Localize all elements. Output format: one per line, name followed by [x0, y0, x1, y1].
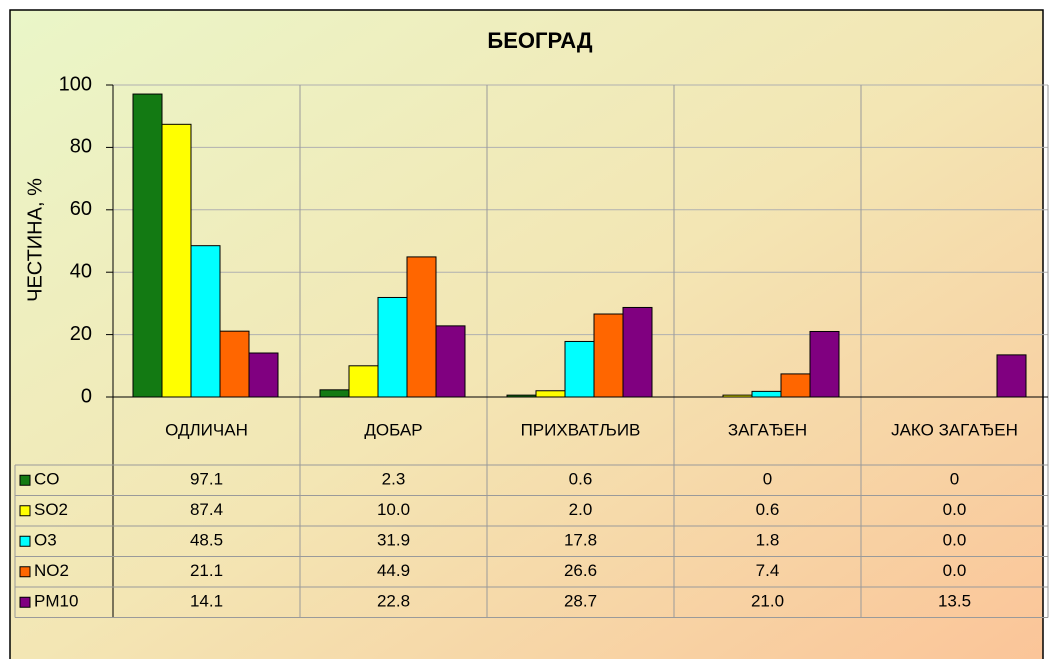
bar	[996, 354, 1027, 398]
table-cell: 0.0	[943, 500, 967, 519]
y-tick-label: 80	[70, 136, 92, 158]
legend-label: O3	[34, 531, 57, 550]
table-cell: 13.5	[938, 592, 971, 611]
table-cell: 2.3	[382, 470, 406, 489]
table-cell: 21.1	[190, 561, 223, 580]
table-cell: 17.8	[564, 531, 597, 550]
table-cell: 2.0	[569, 500, 593, 519]
legend-swatch	[19, 474, 31, 486]
legend-swatch	[19, 566, 31, 578]
bar	[780, 373, 811, 398]
y-tick-label: 40	[70, 260, 92, 282]
table-cell: 0.6	[569, 470, 593, 489]
bar	[161, 123, 192, 398]
x-tick-label: ЗАГАЂЕН	[728, 420, 807, 439]
legend-swatch	[19, 535, 31, 547]
x-tick-label: ОДЛИЧАН	[165, 420, 248, 439]
bar	[506, 394, 537, 398]
bar	[622, 306, 653, 398]
legend-swatch	[19, 505, 31, 517]
y-tick-label: 100	[59, 73, 92, 95]
y-axis-label: ЧЕСТИНА, %	[24, 178, 46, 302]
table-cell: 28.7	[564, 592, 597, 611]
table-cell: 21.0	[751, 592, 784, 611]
bar	[319, 389, 350, 398]
bar	[348, 365, 379, 398]
table-cell: 44.9	[377, 561, 410, 580]
bar	[593, 313, 624, 398]
legend-label: CO	[34, 470, 60, 489]
y-tick-label: 60	[70, 198, 92, 220]
x-tick-label: ЈАКО ЗАГАЂЕН	[891, 420, 1018, 439]
legend-label: PM10	[34, 592, 78, 611]
table-cell: 14.1	[190, 592, 223, 611]
bar	[722, 394, 753, 398]
bar	[219, 330, 250, 398]
bar	[190, 245, 221, 398]
legend-label: SO2	[34, 500, 68, 519]
chart-title: БЕОГРАД	[487, 28, 593, 53]
table-cell: 0.0	[943, 561, 967, 580]
x-tick-label: ДОБАР	[364, 420, 422, 439]
bar	[435, 325, 466, 398]
x-tick-label: ПРИХВАТЉИВ	[521, 420, 641, 439]
table-cell: 26.6	[564, 561, 597, 580]
legend-swatch	[19, 596, 31, 608]
table-cell: 87.4	[190, 500, 223, 519]
y-tick-label: 20	[70, 323, 92, 345]
bar	[751, 390, 782, 398]
bar	[406, 256, 437, 398]
table-cell: 0.0	[943, 531, 967, 550]
table-cell: 48.5	[190, 531, 223, 550]
table-cell: 0.6	[756, 500, 780, 519]
bar	[809, 330, 840, 398]
bar	[248, 352, 279, 398]
bar	[535, 390, 566, 398]
table-cell: 10.0	[377, 500, 410, 519]
table-cell: 97.1	[190, 470, 223, 489]
y-tick-label: 0	[81, 385, 92, 407]
table-cell: 7.4	[756, 561, 780, 580]
bar	[377, 296, 408, 398]
bar	[132, 93, 163, 398]
bar	[564, 340, 595, 398]
table-cell: 0	[763, 470, 772, 489]
table-cell: 1.8	[756, 531, 780, 550]
table-cell: 22.8	[377, 592, 410, 611]
table-cell: 31.9	[377, 531, 410, 550]
table-cell: 0	[950, 470, 959, 489]
legend-label: NO2	[34, 561, 69, 580]
